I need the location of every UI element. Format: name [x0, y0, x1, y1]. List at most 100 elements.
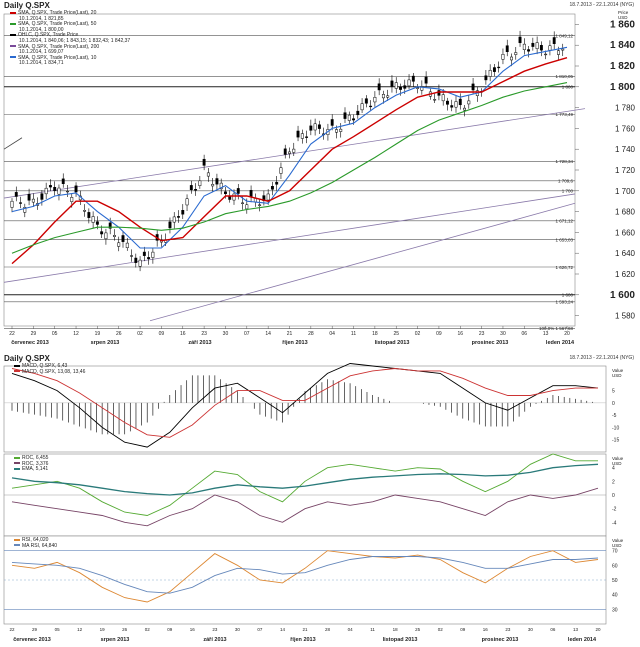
date-axis-label: 28 [308, 331, 314, 337]
candle-body [548, 45, 552, 51]
candle-body [44, 187, 48, 195]
candle-body [10, 200, 14, 208]
price-axis-label: 1 620 [615, 270, 636, 279]
candle-body [249, 190, 253, 197]
candle-body [66, 190, 69, 193]
rsi-plot-unit: Value [612, 538, 624, 543]
candle-body [125, 242, 129, 249]
candle-body [181, 210, 185, 215]
price-axis-label: 1 680 [615, 208, 636, 217]
legend-swatch [10, 22, 16, 25]
candle-body [492, 67, 496, 72]
horizontal-level-label: 100,0% 1 567,68 [539, 326, 574, 331]
trend-line-upper [3, 108, 586, 199]
date-axis-label: 02 [137, 331, 143, 337]
date-axis-label: 23 [479, 331, 485, 337]
candle-body [130, 255, 133, 257]
candle-body [258, 204, 262, 206]
candle-body [194, 189, 198, 191]
month-label: říjen 2013 [282, 340, 307, 346]
legend-value: 10.1.2014, 1 821,85 [19, 15, 64, 22]
candle-body [437, 90, 441, 96]
candle-body [394, 82, 398, 89]
candle-body [399, 86, 402, 90]
horizontal-level-label: 1 671,12 [555, 219, 573, 224]
candle-body [484, 75, 488, 81]
indicator-chart-title: Daily Q.SPX [4, 354, 50, 363]
candle-body [236, 188, 240, 194]
macd-plot-unit: Value [612, 368, 624, 373]
candle-body [134, 257, 138, 263]
legend-label: SMA, Q.SPX, Trade Price(Last), 20 [18, 10, 97, 16]
legend-swatch [10, 45, 16, 48]
legend-label: MACD, Q.SPX, 13,08, 13,46 [22, 368, 86, 375]
candle-body [352, 118, 355, 121]
date-axis-label: 11 [351, 331, 356, 337]
date-axis-label: 04 [329, 331, 335, 337]
candle-body [168, 221, 172, 229]
legend-value: 10.1.2014, 1 834,71 [19, 60, 64, 67]
indicator-month-label: srpen 2013 [101, 637, 130, 643]
legend-value: 10.1.2014, 1 840,06; 1 843,15; 1 832,43;… [19, 37, 131, 44]
candle-body [416, 87, 420, 89]
legend-label: EMA, 5,141 [22, 466, 49, 473]
candle-body [104, 232, 108, 240]
legend-entry: MACD, Q.SPX, 13,08, 13,46 [14, 368, 86, 376]
price-axis-label: 1 860 [610, 19, 635, 30]
trend-line-long [149, 202, 576, 322]
rsi-plot-axis-label: 50 [612, 578, 618, 584]
candle-body [458, 98, 462, 106]
date-axis-label: 16 [180, 331, 186, 337]
indicator-date-label: 09 [460, 627, 466, 632]
indicator-date-label: 07 [257, 627, 263, 632]
month-label: prosinec 2013 [472, 340, 509, 346]
candle-body [40, 193, 44, 200]
candle-body [424, 76, 428, 84]
candle-body [185, 198, 189, 206]
macd-line [11, 368, 598, 438]
candle-body [360, 103, 364, 111]
indicator-panel: Daily Q.SPX 18.7.2013 - 22.1.2014 (NYG) … [0, 352, 640, 647]
legend-swatch [14, 544, 20, 547]
candle-body [531, 42, 535, 47]
candle-body [471, 83, 475, 91]
candle-body [407, 79, 411, 87]
indicator-date-label: 30 [528, 627, 534, 632]
indicator-date-label: 06 [550, 627, 556, 632]
date-axis-label: 16 [457, 331, 463, 337]
horizontal-level-label: 1 810,05 [555, 74, 573, 79]
indicator-month-label: červenec 2013 [13, 637, 51, 643]
candle-body [48, 185, 52, 188]
price-axis-unit: USD [618, 15, 628, 20]
candle-body [292, 148, 296, 153]
candle-body [53, 187, 57, 191]
candle-body [19, 202, 22, 204]
macd-line [11, 363, 599, 448]
roc-plot-unit: Value [612, 456, 624, 461]
legend-label: MA RSI, 64,840 [22, 542, 58, 549]
candle-body [91, 216, 95, 223]
horizontal-level-label: 1 773,49 [555, 112, 573, 117]
candle-body [70, 197, 74, 202]
macd-plot-axis-label: -5 [612, 413, 617, 419]
candle-body [121, 235, 125, 242]
legend-entry: SMA, Q.SPX, Trade Price(Last), 10 [10, 55, 130, 62]
candle-body [527, 49, 531, 52]
candle-body [202, 158, 206, 166]
date-axis-label: 07 [244, 331, 250, 337]
candle-body [283, 148, 287, 155]
price-axis-label: 1 700 [615, 187, 636, 196]
date-axis-label: 20 [564, 331, 570, 337]
candle-body [339, 128, 343, 132]
candle-body [386, 95, 390, 98]
candle-body [74, 185, 78, 193]
rsi-line [11, 556, 599, 594]
candle-body [108, 222, 112, 229]
roc-plot-axis-label: 0 [612, 493, 615, 499]
roc-plot-axis-label: -4 [612, 520, 617, 526]
candle-body [245, 204, 249, 210]
legend-swatch [14, 364, 20, 367]
candle-body [347, 114, 351, 121]
candle-body [31, 198, 35, 203]
candle-body [539, 45, 543, 51]
